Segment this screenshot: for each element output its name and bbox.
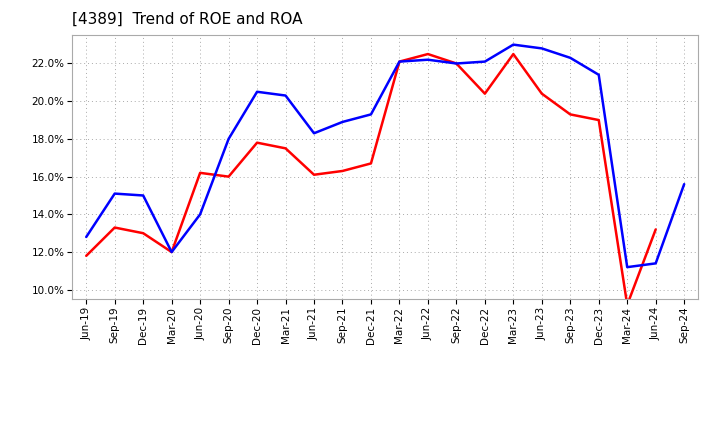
ROA (652, 261, 660, 266)
ROE (537, 91, 546, 96)
ROE (452, 61, 461, 66)
ROE (509, 51, 518, 57)
ROA (225, 136, 233, 142)
ROA (366, 112, 375, 117)
ROA (282, 93, 290, 98)
ROE (310, 172, 318, 177)
ROA (395, 59, 404, 64)
ROA (566, 55, 575, 60)
ROE (423, 51, 432, 57)
ROE (566, 112, 575, 117)
ROE (82, 253, 91, 258)
ROA (480, 59, 489, 64)
Text: [4389]  Trend of ROE and ROA: [4389] Trend of ROE and ROA (72, 12, 302, 27)
ROA (139, 193, 148, 198)
ROA (253, 89, 261, 95)
ROE (253, 140, 261, 145)
ROE (623, 302, 631, 308)
ROE (110, 225, 119, 230)
ROE (167, 249, 176, 255)
ROA (623, 264, 631, 270)
ROE (225, 174, 233, 179)
ROA (196, 212, 204, 217)
ROA (423, 57, 432, 62)
ROE (395, 59, 404, 64)
Line: ROE: ROE (86, 54, 656, 305)
ROE (282, 146, 290, 151)
Line: ROA: ROA (86, 44, 684, 267)
ROA (110, 191, 119, 196)
ROA (338, 119, 347, 125)
ROE (652, 227, 660, 232)
ROE (595, 117, 603, 123)
ROE (139, 231, 148, 236)
ROE (480, 91, 489, 96)
ROA (509, 42, 518, 47)
ROA (680, 182, 688, 187)
ROA (595, 72, 603, 77)
ROA (310, 131, 318, 136)
ROA (82, 235, 91, 240)
ROA (452, 61, 461, 66)
ROE (338, 169, 347, 174)
ROA (167, 249, 176, 255)
ROE (366, 161, 375, 166)
ROE (196, 170, 204, 176)
ROA (537, 46, 546, 51)
